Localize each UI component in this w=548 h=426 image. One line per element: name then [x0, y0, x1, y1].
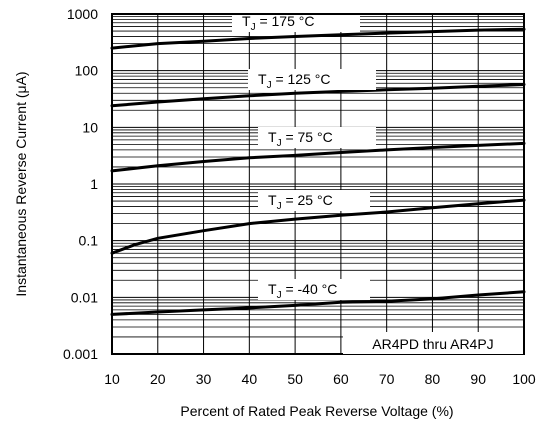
x-tick-label: 70 — [379, 371, 395, 387]
x-tick-label: 80 — [425, 371, 441, 387]
series-label: TJ = 25 °C — [268, 192, 333, 212]
series-label: TJ = -40 °C — [268, 281, 337, 301]
y-tick-label: 0.1 — [79, 233, 99, 249]
series-label: TJ = 75 °C — [268, 129, 333, 149]
series-label: TJ = 175 °C — [242, 13, 314, 33]
series-line — [110, 27, 526, 50]
grid — [111, 14, 525, 354]
x-tick-label: 20 — [150, 371, 166, 387]
series-line — [110, 141, 526, 173]
series-label-background — [248, 69, 376, 90]
plot-frame — [111, 13, 525, 355]
y-tick-label: 10 — [82, 119, 98, 135]
y-tick-label: 1 — [90, 176, 98, 192]
x-tick-label: 60 — [333, 371, 349, 387]
y-tick-label: 0.001 — [63, 346, 98, 362]
y-tick-label: 1000 — [67, 6, 98, 22]
curve-labels: TJ = 175 °C TJ = 125 °C TJ = 75 °C TJ = 25 … — [232, 11, 376, 301]
series-line — [110, 290, 526, 316]
series-line — [110, 198, 526, 255]
x-tick-label: 10 — [104, 371, 120, 387]
x-tick-label: 30 — [196, 371, 212, 387]
x-tick-label: 50 — [287, 371, 303, 387]
tick-labels: 10 20 30 40 50 60 70 80 90 100 0.001 0.01 0.1 1 10 100 1… — [63, 6, 536, 387]
series-label: TJ = 125 °C — [258, 71, 330, 91]
x-tick-label: 100 — [512, 371, 536, 387]
series-label-background — [258, 190, 370, 211]
series-line — [110, 83, 526, 108]
plot-border — [111, 13, 525, 355]
series-label-background — [258, 279, 370, 300]
series-label-background — [258, 127, 376, 148]
x-axis-title: Percent of Rated Peak Reverse Voltage (%… — [180, 403, 453, 419]
series-label-background — [232, 11, 360, 32]
x-tick-label: 90 — [470, 371, 486, 387]
y-tick-label: 0.01 — [71, 289, 98, 305]
y-tick-label: 100 — [75, 63, 99, 79]
note-box — [343, 332, 523, 354]
curves — [110, 27, 526, 316]
device-note: AR4PD thru AR4PJ — [372, 336, 493, 352]
x-tick-label: 40 — [242, 371, 258, 387]
y-axis-title: Instantaneous Reverse Current (μA) — [13, 71, 29, 296]
